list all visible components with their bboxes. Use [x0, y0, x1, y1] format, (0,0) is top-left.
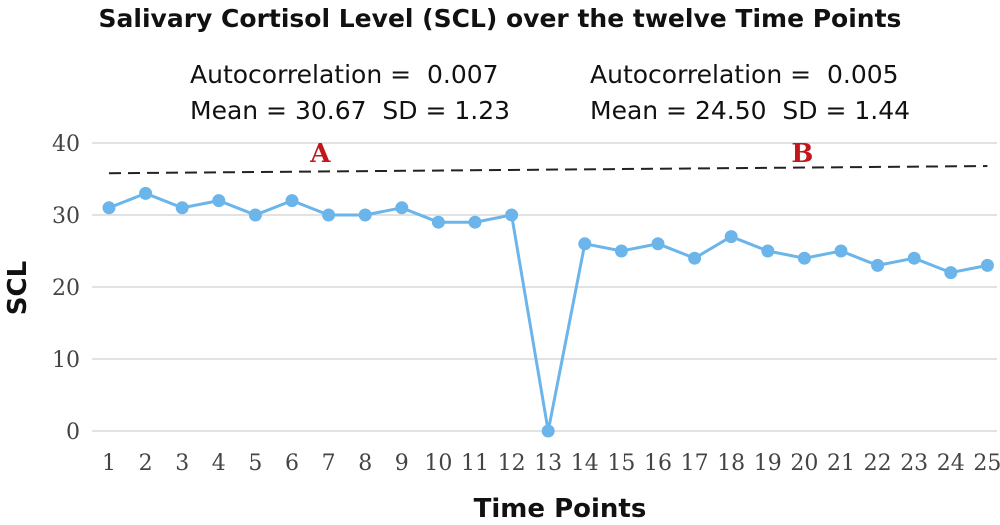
data-point: [285, 194, 299, 208]
x-tick-label: 24: [937, 451, 965, 476]
data-point: [541, 424, 555, 438]
x-tick-label: 5: [248, 451, 262, 476]
x-tick-label: 2: [139, 451, 153, 476]
phase-label-a: A: [309, 139, 331, 169]
x-tick-label: 22: [864, 451, 892, 476]
x-tick-label: 11: [461, 451, 489, 476]
y-tick-label: 10: [52, 348, 80, 373]
data-point: [614, 244, 628, 258]
x-tick-label: 4: [212, 451, 226, 476]
data-point: [102, 201, 116, 215]
data-point: [175, 201, 189, 215]
x-tick-label: 8: [358, 451, 372, 476]
y-axis-title: SCL: [3, 261, 33, 315]
y-tick-label: 0: [66, 420, 80, 445]
y-tick-label: 20: [52, 276, 80, 301]
data-point: [505, 208, 519, 222]
x-tick-label: 1: [102, 451, 116, 476]
data-point: [431, 215, 445, 229]
data-point: [724, 230, 738, 244]
data-point: [139, 186, 153, 200]
phase-a-autocorrelation: Autocorrelation = 0.007: [190, 60, 499, 89]
x-tick-label: 17: [681, 451, 709, 476]
y-tick-label: 30: [52, 204, 80, 229]
x-tick-label: 14: [571, 451, 599, 476]
x-tick-label: 7: [322, 451, 336, 476]
x-tick-label: 25: [973, 451, 1000, 476]
data-point: [322, 208, 336, 222]
x-tick-label: 15: [607, 451, 635, 476]
x-tick-label: 6: [285, 451, 299, 476]
x-axis-title: Time Points: [474, 494, 647, 524]
data-point: [688, 251, 702, 265]
data-point: [578, 237, 592, 251]
y-axis-ticks: 0 10 20 30 40: [52, 132, 80, 445]
data-point: [980, 258, 994, 272]
x-tick-label: 3: [175, 451, 189, 476]
x-tick-label: 23: [900, 451, 928, 476]
phase-label-b: B: [791, 139, 813, 169]
phase-b-mean-sd: Mean = 24.50 SD = 1.44: [590, 96, 911, 125]
reference-dashed-line: [108, 165, 988, 175]
data-point: [358, 208, 372, 222]
data-point: [395, 201, 409, 215]
x-axis-ticks: 1 2 3 4 5 6 7 8 9 10 11 12 13 14 15 16 17 18 19 20 21 22 23 24 2…: [102, 451, 1000, 476]
phase-a-mean-sd: Mean = 30.67 SD = 1.23: [190, 96, 511, 125]
x-tick-label: 10: [424, 451, 452, 476]
data-point: [871, 258, 885, 272]
gridlines: [92, 142, 997, 432]
data-point: [248, 208, 262, 222]
data-point: [797, 251, 811, 265]
data-point: [834, 244, 848, 258]
chart-title: Salivary Cortisol Level (SCL) over the t…: [98, 4, 902, 33]
data-point: [212, 194, 226, 208]
data-point: [944, 266, 958, 280]
scl-data-points: [102, 186, 994, 438]
data-point: [761, 244, 775, 258]
x-tick-label: 18: [717, 451, 745, 476]
x-tick-label: 19: [754, 451, 782, 476]
x-tick-label: 20: [790, 451, 818, 476]
data-point: [651, 237, 665, 251]
x-tick-label: 21: [827, 451, 855, 476]
x-tick-label: 16: [644, 451, 672, 476]
data-point: [468, 215, 482, 229]
x-tick-label: 13: [534, 451, 562, 476]
data-point: [907, 251, 921, 265]
y-tick-label: 40: [52, 132, 80, 157]
scl-series-line: [108, 191, 988, 432]
x-tick-label: 12: [498, 451, 526, 476]
phase-b-autocorrelation: Autocorrelation = 0.005: [590, 60, 899, 89]
x-tick-label: 9: [395, 451, 409, 476]
